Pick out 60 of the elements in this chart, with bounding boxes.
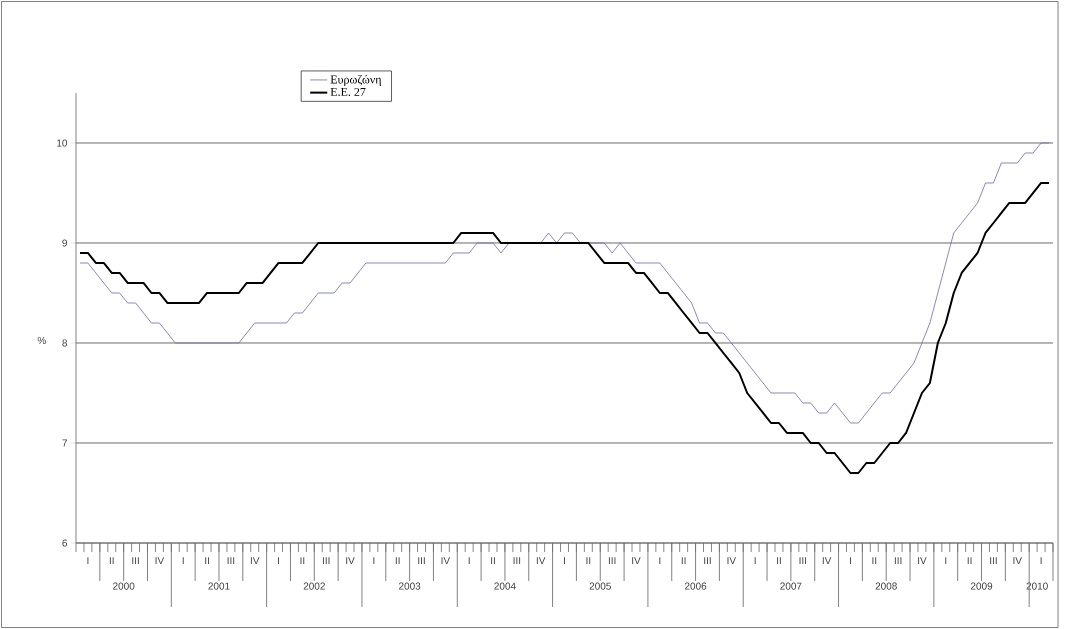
text: II <box>681 557 686 565</box>
text: I <box>278 557 280 565</box>
text: II <box>300 557 305 565</box>
text: IV <box>1013 557 1022 565</box>
text: I <box>373 557 375 565</box>
text: II <box>109 557 114 565</box>
y-tick-label: 9 <box>62 239 68 247</box>
x-tick-label: 2003 <box>398 582 421 590</box>
text: III <box>704 557 711 565</box>
legend-label: Ευρωζώνη <box>330 74 381 86</box>
x-tick-label: 2007 <box>780 582 802 590</box>
text: IV <box>536 557 546 565</box>
text: I <box>659 557 661 565</box>
text: I <box>945 557 947 565</box>
text: I <box>87 557 89 565</box>
text: II <box>777 557 781 565</box>
y-tick-label: 10 <box>57 139 68 147</box>
text: I <box>468 557 470 565</box>
x-tick-label: 2008 <box>875 582 897 590</box>
text: IV <box>346 557 355 565</box>
text: III <box>799 557 807 565</box>
x-tick-label: 2009 <box>970 582 993 590</box>
text: IV <box>250 557 260 565</box>
text: IV <box>632 557 641 565</box>
text: II <box>491 557 495 565</box>
text: II <box>872 557 877 565</box>
text: I <box>850 557 851 565</box>
x-tick-label: 2002 <box>303 582 325 590</box>
x-tick-label: 2010 <box>1026 582 1048 590</box>
text: III <box>227 557 235 565</box>
legend-label: Ε.Ε. 27 <box>330 87 366 97</box>
y-axis-title: % <box>37 336 46 344</box>
x-tick-label: 2000 <box>113 582 135 590</box>
text: II <box>967 557 972 565</box>
y-tick-label: 7 <box>62 439 67 447</box>
text: III <box>513 557 521 565</box>
text: IV <box>918 557 927 565</box>
text: II <box>205 557 209 565</box>
text: I <box>754 557 756 565</box>
text: IV <box>727 557 736 565</box>
text: III <box>132 557 139 565</box>
text: III <box>418 557 425 565</box>
text: IV <box>155 557 165 565</box>
text: III <box>608 557 616 565</box>
text: II <box>586 557 591 565</box>
x-tick-label: 2001 <box>208 582 230 590</box>
text: IV <box>441 557 451 565</box>
x-tick-label: 2005 <box>589 582 611 590</box>
y-tick-label: 6 <box>62 539 68 547</box>
y-tick-label: 8 <box>62 339 68 347</box>
text: III <box>322 557 330 565</box>
x-tick-label: 2006 <box>684 582 707 590</box>
text: II <box>395 557 400 565</box>
text: I <box>564 557 565 565</box>
text: III <box>894 557 902 565</box>
text: I <box>182 557 184 565</box>
text: I <box>1040 557 1042 565</box>
text: III <box>990 557 997 565</box>
x-tick-label: 2004 <box>494 582 516 590</box>
text: IV <box>822 557 832 565</box>
